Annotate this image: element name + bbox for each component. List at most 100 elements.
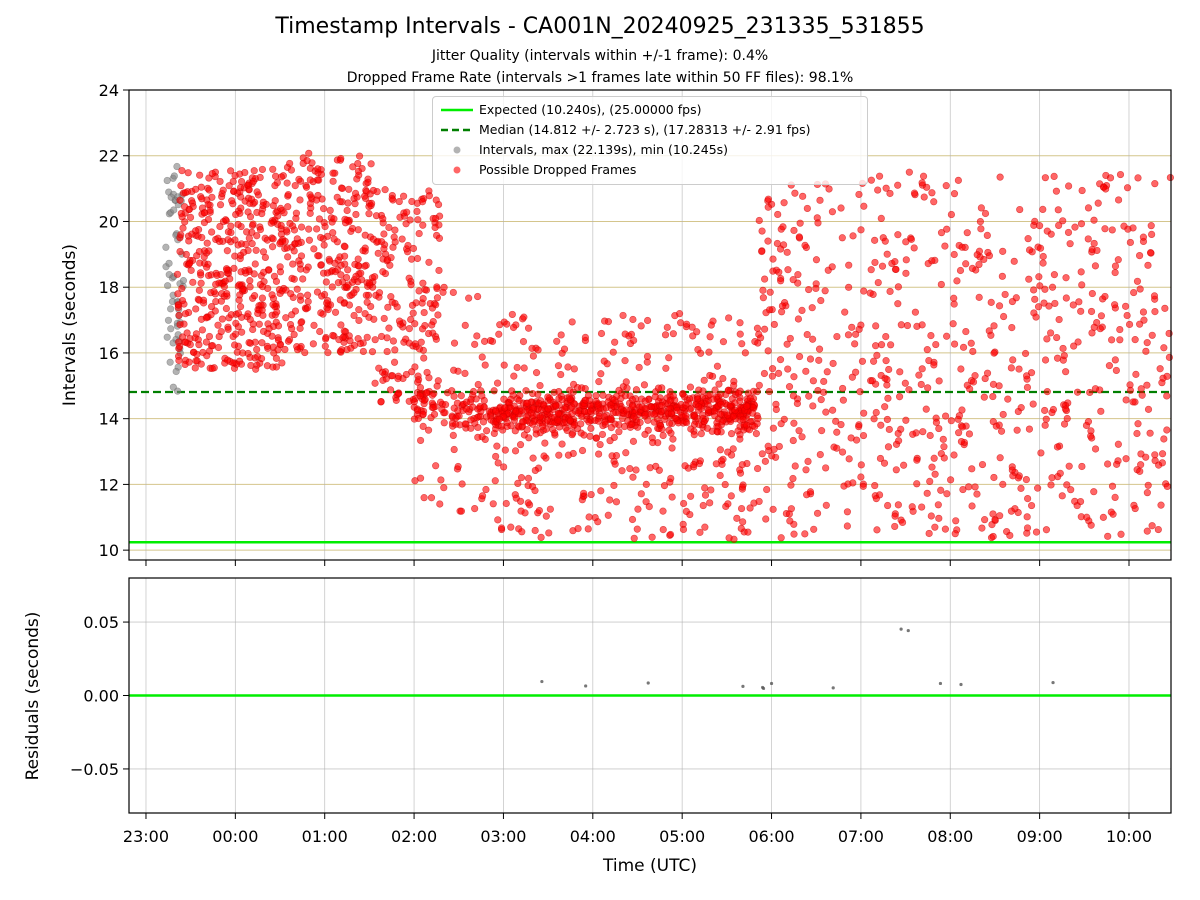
dropped-frame-point — [182, 250, 190, 259]
dropped-frame-point — [361, 244, 369, 252]
dropped-frame-point — [1054, 206, 1062, 214]
dropped-frame-point — [461, 420, 469, 428]
dropped-frame-point — [1032, 528, 1041, 536]
dropped-frame-point — [947, 417, 955, 425]
dropped-frame-point — [917, 380, 925, 389]
dropped-frame-point — [1071, 223, 1079, 231]
dropped-frame-point — [693, 395, 702, 403]
dropped-frame-point — [290, 247, 298, 255]
dropped-frame-point — [305, 225, 313, 233]
dropped-frame-point — [739, 415, 747, 424]
dropped-frame-point — [1148, 331, 1156, 339]
dropped-frame-point — [798, 306, 806, 315]
chart-subtitle-dropped: Dropped Frame Rate (intervals >1 frames … — [346, 70, 854, 86]
dropped-frame-point — [1035, 273, 1043, 281]
dropped-frame-point — [640, 381, 649, 389]
dropped-frame-point — [524, 499, 532, 507]
dropped-frame-point — [622, 378, 630, 386]
dropped-frame-point — [968, 502, 976, 510]
dropped-frame-point — [321, 342, 329, 350]
dropped-frame-point — [234, 220, 242, 229]
dropped-frame-point — [520, 431, 529, 439]
dropped-frame-point — [302, 183, 311, 191]
dropped-frame-point — [764, 203, 772, 211]
dropped-frame-point — [218, 315, 226, 323]
dropped-frame-point — [1077, 268, 1085, 276]
dropped-frame-point — [871, 258, 879, 267]
dropped-frame-point — [246, 213, 255, 221]
dropped-frame-point — [1101, 225, 1109, 233]
dropped-frame-point — [999, 410, 1007, 419]
dropped-frame-point — [296, 292, 305, 300]
dropped-frame-point — [795, 352, 804, 361]
dropped-frame-point — [176, 320, 184, 329]
dropped-frame-point — [1163, 426, 1171, 434]
dropped-frame-point — [679, 390, 687, 398]
dropped-frame-point — [884, 394, 892, 402]
dropped-frame-point — [540, 452, 548, 460]
dropped-frame-point — [930, 454, 938, 462]
dropped-frame-point — [806, 355, 815, 363]
dropped-frame-point — [420, 354, 428, 362]
dropped-frame-point — [699, 501, 707, 510]
dropped-frame-point — [322, 278, 330, 286]
dropped-frame-point — [910, 244, 918, 252]
dropped-frame-point — [474, 433, 482, 441]
dropped-frame-point — [707, 486, 715, 494]
dropped-frame-point — [967, 339, 975, 347]
dropped-frame-point — [950, 250, 958, 259]
dropped-frame-point — [1043, 227, 1051, 235]
dropped-frame-point — [661, 331, 670, 339]
dropped-frame-point — [796, 219, 804, 227]
dropped-frame-point — [1017, 404, 1025, 412]
dropped-frame-point — [450, 339, 459, 347]
dropped-frame-point — [868, 377, 876, 385]
dropped-frame-point — [817, 396, 825, 404]
dropped-frame-point — [1150, 292, 1159, 300]
dropped-frame-point — [874, 278, 882, 287]
dropped-frame-point — [295, 257, 303, 265]
dropped-frame-point — [411, 363, 419, 371]
dropped-frame-point — [996, 454, 1004, 462]
dropped-frame-point — [561, 405, 569, 413]
dropped-frame-point — [436, 500, 444, 508]
dropped-frame-point — [772, 400, 780, 408]
dropped-frame-point — [293, 343, 301, 351]
dropped-frame-point — [425, 258, 433, 266]
dropped-frame-point — [932, 418, 941, 427]
dropped-frame-point — [1111, 262, 1120, 270]
dropped-frame-point — [481, 435, 489, 443]
dropped-frame-point — [528, 344, 536, 352]
dropped-frame-point — [903, 321, 912, 330]
dropped-frame-point — [289, 260, 297, 268]
dropped-frame-point — [301, 348, 309, 357]
dropped-frame-point — [295, 175, 303, 183]
dropped-frame-point — [313, 176, 322, 184]
dropped-frame-point — [336, 296, 344, 304]
dropped-frame-point — [1030, 286, 1038, 294]
dropped-frame-point — [316, 233, 325, 242]
dropped-frame-point — [328, 283, 336, 291]
dropped-frame-point — [999, 480, 1007, 488]
dropped-frame-point — [848, 323, 856, 331]
dropped-frame-point — [440, 419, 448, 427]
dropped-frame-point — [926, 477, 934, 485]
dropped-frame-point — [208, 342, 217, 350]
dropped-frame-point — [1060, 352, 1068, 360]
dropped-frame-point — [186, 213, 195, 222]
dropped-frame-point — [1130, 288, 1138, 297]
dropped-frame-point — [978, 460, 987, 469]
dropped-frame-point — [1025, 246, 1034, 254]
dropped-frame-point — [738, 340, 746, 348]
dropped-frame-point — [471, 340, 479, 348]
dropped-frame-point — [368, 348, 377, 356]
dropped-frame-point — [731, 399, 739, 407]
bottom-ytick-label: 0.00 — [83, 687, 119, 706]
dropped-frame-point — [1055, 315, 1063, 324]
dropped-frame-point — [812, 256, 821, 264]
dropped-frame-point — [390, 358, 399, 366]
dropped-frame-point — [249, 220, 257, 228]
dropped-frame-point — [249, 177, 258, 185]
dropped-frame-point — [758, 450, 766, 458]
dropped-frame-point — [568, 431, 576, 439]
